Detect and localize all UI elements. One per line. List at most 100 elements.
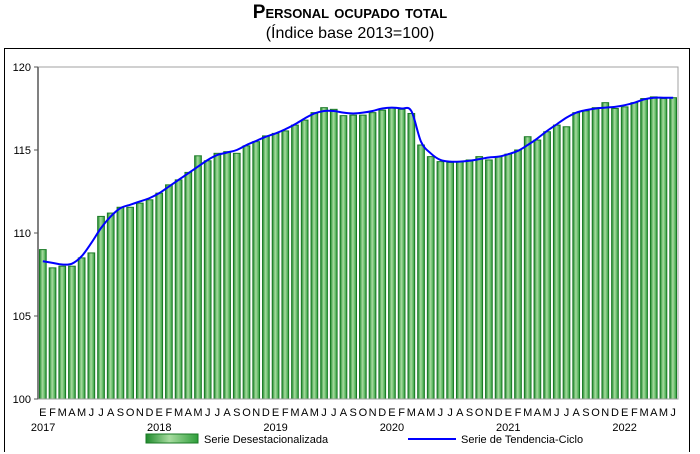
- bar: [213, 152, 222, 400]
- x-month-label: N: [369, 407, 377, 419]
- x-month-label: A: [534, 407, 542, 419]
- bar: [523, 136, 532, 400]
- x-month-label: E: [156, 407, 163, 419]
- bar: [582, 110, 590, 400]
- y-tick-label: 115: [13, 145, 31, 157]
- bar: [572, 112, 581, 400]
- x-month-label: E: [388, 407, 395, 419]
- x-month-label: S: [117, 407, 124, 419]
- x-month-label: M: [543, 407, 552, 419]
- x-month-label: A: [573, 407, 581, 419]
- bar: [39, 249, 47, 400]
- bar: [329, 108, 338, 400]
- bar: [271, 132, 280, 400]
- trend-line-group: [42, 96, 674, 266]
- x-month-label: M: [659, 407, 668, 419]
- x-month-label: E: [39, 407, 46, 419]
- bar: [417, 144, 425, 400]
- x-month-label: J: [438, 407, 444, 419]
- bar: [669, 97, 678, 400]
- bar: [116, 206, 125, 400]
- x-month-label: A: [185, 407, 193, 419]
- trend-line: [42, 96, 674, 266]
- x-month-label: N: [136, 407, 144, 419]
- x-month-label: J: [205, 407, 211, 419]
- bar: [426, 156, 435, 400]
- x-month-label: F: [631, 407, 638, 419]
- bar: [184, 171, 193, 400]
- x-month-label: O: [591, 407, 600, 419]
- x-month-label: M: [174, 407, 183, 419]
- y-tick-label: 120: [13, 62, 31, 74]
- bar: [446, 161, 454, 400]
- x-month-label: S: [233, 407, 240, 419]
- bar: [339, 115, 348, 400]
- bar: [87, 252, 96, 400]
- bar: [155, 192, 164, 400]
- bar: [194, 155, 202, 400]
- bar: [514, 149, 522, 400]
- x-month-label: A: [456, 407, 464, 419]
- x-month-label: A: [340, 407, 348, 419]
- x-month-label: J: [331, 407, 337, 419]
- x-month-label: M: [523, 407, 532, 419]
- x-month-label: M: [290, 407, 299, 419]
- bar: [388, 107, 396, 400]
- y-tick-label: 100: [13, 394, 31, 406]
- bar: [58, 265, 67, 400]
- x-month-label: F: [166, 407, 173, 419]
- x-month-label: D: [146, 407, 154, 419]
- x-month-label: J: [554, 407, 560, 419]
- bar: [611, 108, 619, 400]
- bar: [494, 156, 503, 400]
- x-month-label: S: [582, 407, 589, 419]
- x-month-label: O: [475, 407, 484, 419]
- legend-label-line: Serie de Tendencia-Ciclo: [461, 434, 583, 446]
- x-month-label: F: [49, 407, 56, 419]
- x-month-label: D: [262, 407, 270, 419]
- y-tick-label: 110: [13, 228, 31, 240]
- chart-subtitle: (Índice base 2013=100): [265, 25, 435, 42]
- x-year-label: 2018: [147, 422, 171, 434]
- x-month-label: N: [252, 407, 260, 419]
- bar: [232, 152, 241, 400]
- y-tick-label: 105: [13, 311, 31, 323]
- bar: [407, 112, 416, 400]
- bar: [126, 206, 134, 400]
- bar: [145, 199, 154, 400]
- bar: [174, 179, 183, 400]
- bar: [68, 265, 76, 400]
- bar: [135, 202, 144, 400]
- bar: [349, 114, 358, 400]
- x-month-label: M: [407, 407, 416, 419]
- x-month-label: N: [601, 407, 609, 419]
- chart-title: Personal ocupado total: [252, 2, 448, 23]
- x-month-label: J: [215, 407, 221, 419]
- bar: [465, 159, 474, 400]
- x-month-label: F: [515, 407, 522, 419]
- bar: [455, 161, 464, 400]
- x-month-label: M: [77, 407, 86, 419]
- x-month-label: E: [621, 407, 628, 419]
- bar: [436, 161, 445, 400]
- bar: [640, 98, 648, 400]
- x-month-label: J: [89, 407, 95, 419]
- bar: [291, 124, 299, 400]
- bar: [165, 184, 173, 400]
- x-year-label: 2017: [31, 422, 55, 434]
- x-month-label: J: [98, 407, 104, 419]
- bar: [504, 153, 513, 400]
- bar: [203, 160, 212, 400]
- x-month-label: A: [223, 407, 231, 419]
- bar: [310, 112, 319, 400]
- bar: [543, 131, 551, 400]
- bar: [97, 215, 105, 400]
- x-month-label: S: [349, 407, 356, 419]
- bar: [378, 109, 387, 400]
- bar: [630, 102, 639, 400]
- bars-group: [39, 96, 678, 400]
- bar: [252, 141, 261, 400]
- x-month-label: D: [378, 407, 386, 419]
- x-month-label: O: [359, 407, 368, 419]
